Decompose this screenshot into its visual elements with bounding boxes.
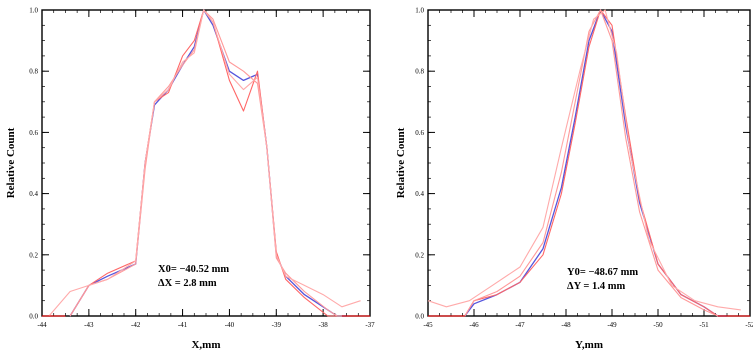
x-tick-label: -49 <box>607 321 617 329</box>
chart-y-profile: -45 -46 -47 -48 -49 -50 -51 -52 0.0 0.2 0.4 0.6 0.8 1… <box>395 7 753 352</box>
annotation-2: ΔY = 1.4 mm <box>567 281 626 292</box>
y-tick-label: 0.4 <box>415 190 424 198</box>
y-tick-label: 0.8 <box>415 68 424 76</box>
x-tick-label: -40 <box>225 321 235 329</box>
x-tick-label: -45 <box>423 321 433 329</box>
y-tick-label: 0.0 <box>415 313 424 321</box>
y-axis-title: Relative Count <box>395 127 407 198</box>
x-axis-title: Y,mm <box>575 339 603 351</box>
series-line-4 <box>48 9 361 317</box>
x-tick-label: -43 <box>84 321 94 329</box>
x-tick-label: -51 <box>699 321 709 329</box>
series-line-4 <box>427 9 741 311</box>
y-tick-label: 0.6 <box>415 129 424 137</box>
y-tick-label: 0.2 <box>415 251 424 259</box>
annotation-1: Y0= −48.67 mm <box>567 267 638 278</box>
x-tick-label: -52 <box>745 321 753 329</box>
x-tick-label: -44 <box>37 321 47 329</box>
y-tick-label: 0.2 <box>29 251 38 259</box>
x-tick-label: -47 <box>515 321 525 329</box>
x-tick-label: -50 <box>653 321 663 329</box>
y-axis-title: Relative Count <box>5 127 17 198</box>
series-line-3 <box>464 9 727 317</box>
x-tick-label: -37 <box>365 321 375 329</box>
x-tick-label: -42 <box>131 321 141 329</box>
y-tick-label: 0.0 <box>29 313 38 321</box>
x-tick-label: -41 <box>178 321 188 329</box>
x-tick-label: -39 <box>272 321 282 329</box>
annotation-2: ΔX = 2.8 mm <box>158 278 217 289</box>
y-tick-label: 0.4 <box>29 190 38 198</box>
x-tick-label: -38 <box>318 321 328 329</box>
x-axis-title: X,mm <box>191 339 220 351</box>
x-tick-label: -48 <box>561 321 571 329</box>
y-tick-label: 1.0 <box>29 7 38 15</box>
chart-x-profile: -44 -43 -42 -41 -40 -39 -38 -37 0.0 0.2 0.4 0.6 0.8 1… <box>5 7 375 352</box>
annotation-1: X0= −40.52 mm <box>158 264 229 275</box>
y-tick-label: 1.0 <box>415 7 424 15</box>
y-tick-label: 0.8 <box>29 68 38 76</box>
y-tick-label: 0.6 <box>29 129 38 137</box>
x-tick-label: -46 <box>469 321 479 329</box>
